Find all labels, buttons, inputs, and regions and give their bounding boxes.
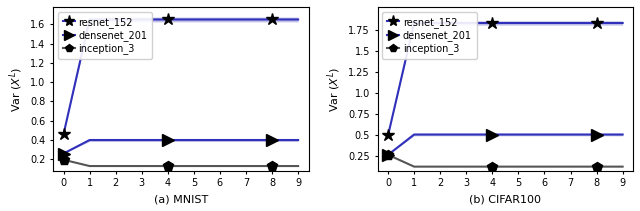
X-axis label: (a) MNIST: (a) MNIST [154,194,208,204]
Legend: resnet_152, densenet_201, inception_3: resnet_152, densenet_201, inception_3 [58,12,152,59]
X-axis label: (b) CIFAR100: (b) CIFAR100 [469,194,541,204]
Legend: resnet_152, densenet_201, inception_3: resnet_152, densenet_201, inception_3 [383,12,477,59]
Y-axis label: Var ($X^L$): Var ($X^L$) [325,66,343,112]
Y-axis label: Var ($X^L$): Var ($X^L$) [7,66,24,112]
